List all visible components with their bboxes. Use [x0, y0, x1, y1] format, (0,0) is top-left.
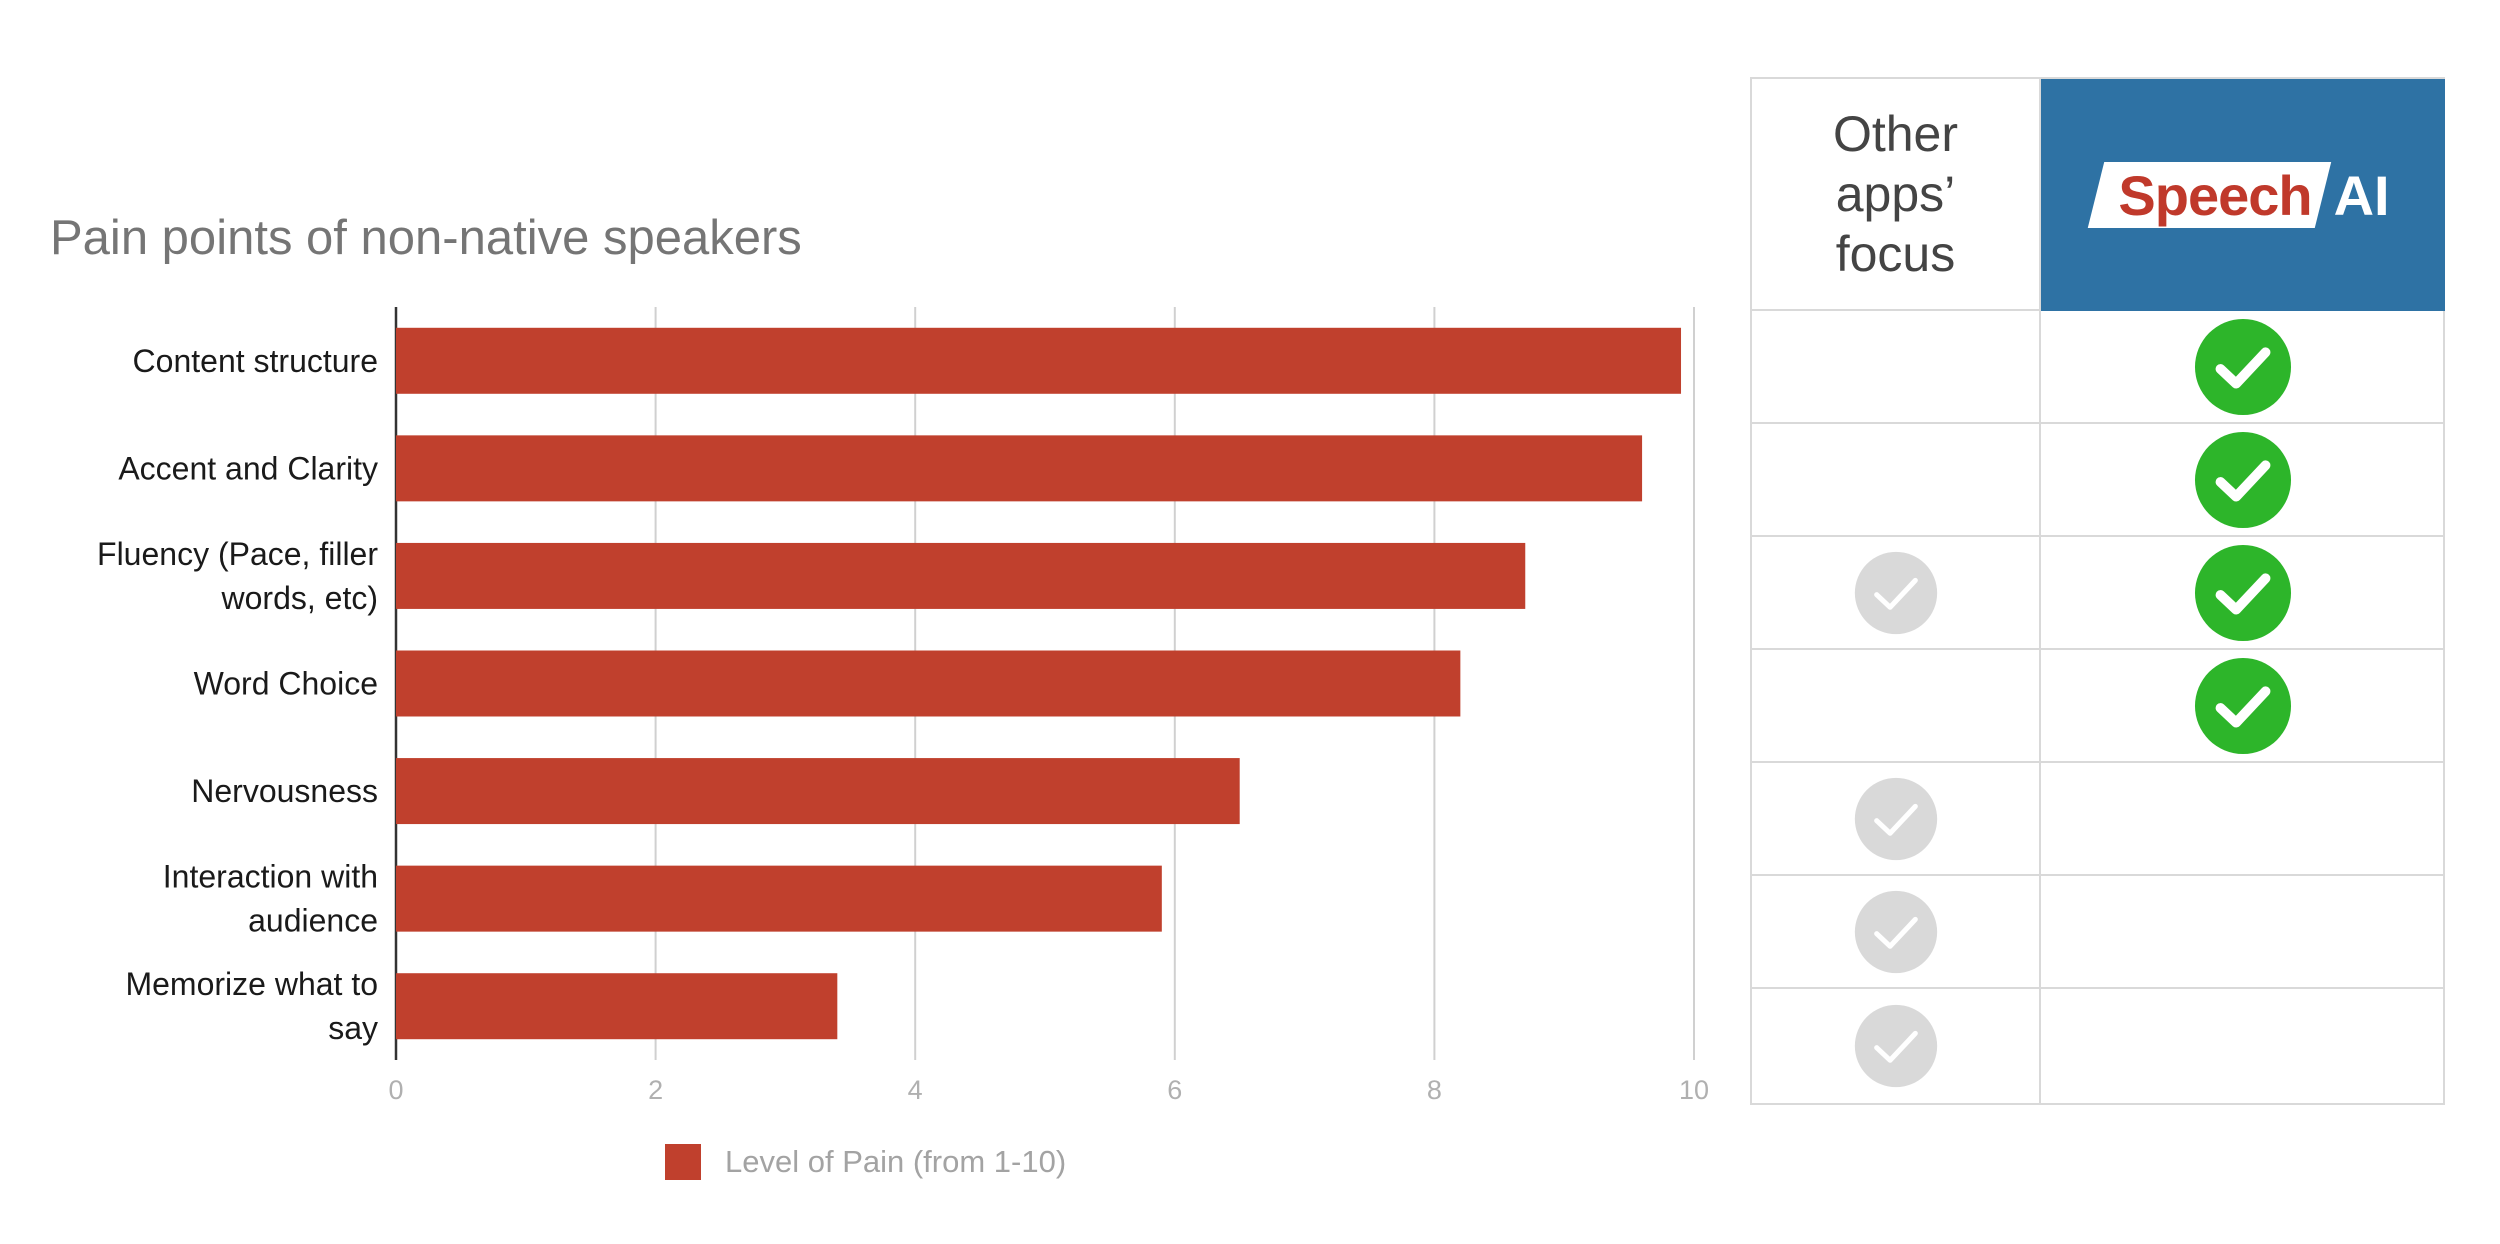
grey-check-icon [1854, 777, 1937, 860]
legend-swatch [665, 1144, 701, 1180]
bar [396, 327, 1682, 394]
green-check-icon [2194, 318, 2292, 415]
other-apps-cell [1752, 537, 2041, 648]
speechai-logo: Speech AI [2096, 160, 2389, 230]
green-check-icon [2194, 657, 2292, 754]
green-check-icon [2194, 431, 2292, 528]
speechai-header: Speech AI [2041, 79, 2445, 311]
x-tick-label: 6 [1167, 1075, 1182, 1105]
x-tick-label: 8 [1427, 1075, 1442, 1105]
other-apps-cell [1752, 876, 2041, 987]
x-tick-label: 2 [648, 1075, 663, 1105]
comparison-row [1752, 763, 2443, 876]
category-label: Word Choice [194, 666, 378, 702]
x-tick-label: 0 [388, 1075, 403, 1105]
logo-ai-text: AI [2333, 163, 2390, 227]
green-check-icon [2194, 544, 2292, 641]
speechai-cell [2041, 311, 2445, 422]
category-label: Accent and Clarity [118, 450, 378, 486]
speechai-cell [2041, 989, 2445, 1103]
logo-speech-text: Speech [2118, 163, 2312, 227]
speechai-cell [2041, 876, 2445, 987]
bar [396, 542, 1526, 609]
speechai-cell [2041, 424, 2445, 535]
comparison-row [1752, 989, 2443, 1103]
comparison-row [1752, 424, 2443, 537]
category-label: Fluency (Pace, filler words, etc) [97, 536, 378, 616]
comparison-row [1752, 537, 2443, 650]
legend-label: Level of Pain (from 1-10) [725, 1144, 1067, 1179]
grey-check-icon [1854, 551, 1937, 634]
other-apps-cell [1752, 311, 2041, 422]
grey-check-icon [1854, 890, 1937, 973]
bar [396, 758, 1240, 825]
comparison-row [1752, 311, 2443, 424]
speechai-cell [2041, 763, 2445, 874]
category-label: Memorize what to say [125, 966, 378, 1046]
chart-legend: Level of Pain (from 1-10) [665, 1144, 1066, 1180]
category-label: Content structure [133, 343, 378, 379]
other-apps-cell [1752, 650, 2041, 761]
bar [396, 650, 1461, 717]
speechai-cell [2041, 650, 2445, 761]
grey-check-icon [1854, 1004, 1937, 1088]
bar [396, 973, 838, 1040]
other-apps-header: Other apps’ focus [1752, 79, 2041, 311]
comparison-table: Other apps’ focus Speech AI [1750, 77, 2445, 1105]
other-apps-cell [1752, 763, 2041, 874]
chart-title: Pain points of non-native speakers [50, 211, 802, 265]
other-apps-cell [1752, 424, 2041, 535]
x-tick-label: 10 [1679, 1075, 1709, 1105]
other-apps-cell [1752, 989, 2041, 1103]
comparison-row [1752, 876, 2443, 989]
bar [396, 435, 1643, 502]
other-apps-header-label: Other apps’ focus [1832, 106, 1959, 282]
speechai-cell [2041, 537, 2445, 648]
category-label: Interaction with audience [163, 859, 378, 939]
bar [396, 865, 1162, 932]
category-label: Nervousness [191, 773, 378, 809]
x-tick-label: 4 [908, 1075, 923, 1105]
comparison-row [1752, 650, 2443, 763]
comparison-header: Other apps’ focus Speech AI [1752, 79, 2445, 311]
